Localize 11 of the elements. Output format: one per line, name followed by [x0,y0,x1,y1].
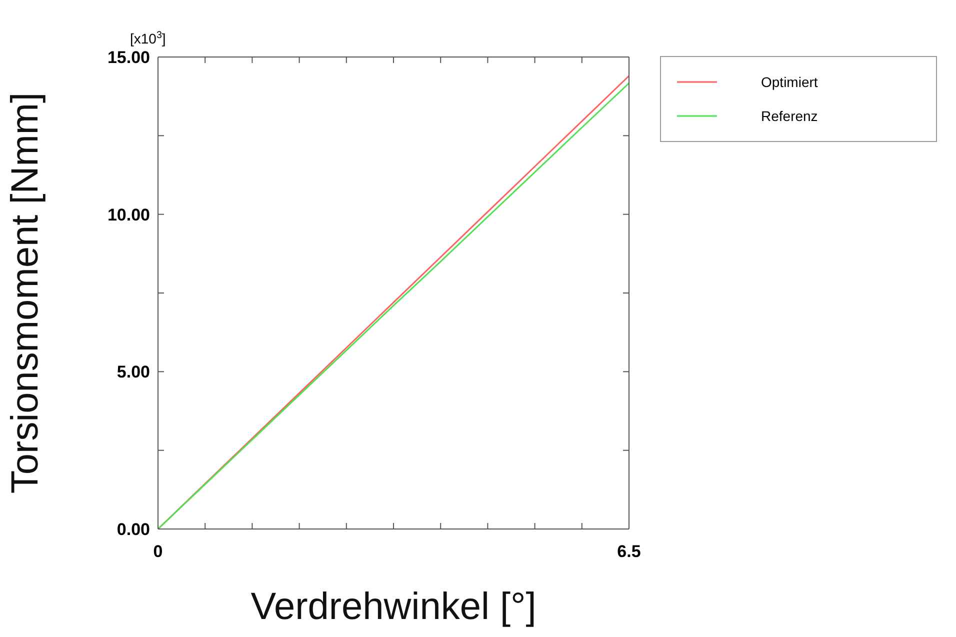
x-tick-label: 0 [153,542,163,562]
y-tick-label: 10.00 [107,205,150,224]
text: [x10$^{3}$] [130,30,166,47]
text: Referenz [761,108,818,124]
x-tick-label: 6.5 [617,542,641,562]
y-tick-label: 5.00 [116,362,150,382]
text: Optimiert [761,74,818,90]
x-axis-title: Verdrehwinkel [°] [250,586,536,628]
y-axis-title: Torsionsmoment [Nmm] [4,92,46,494]
y-tick-label: 15.00 [107,48,150,68]
y-tick-label: 0.00 [116,520,150,540]
